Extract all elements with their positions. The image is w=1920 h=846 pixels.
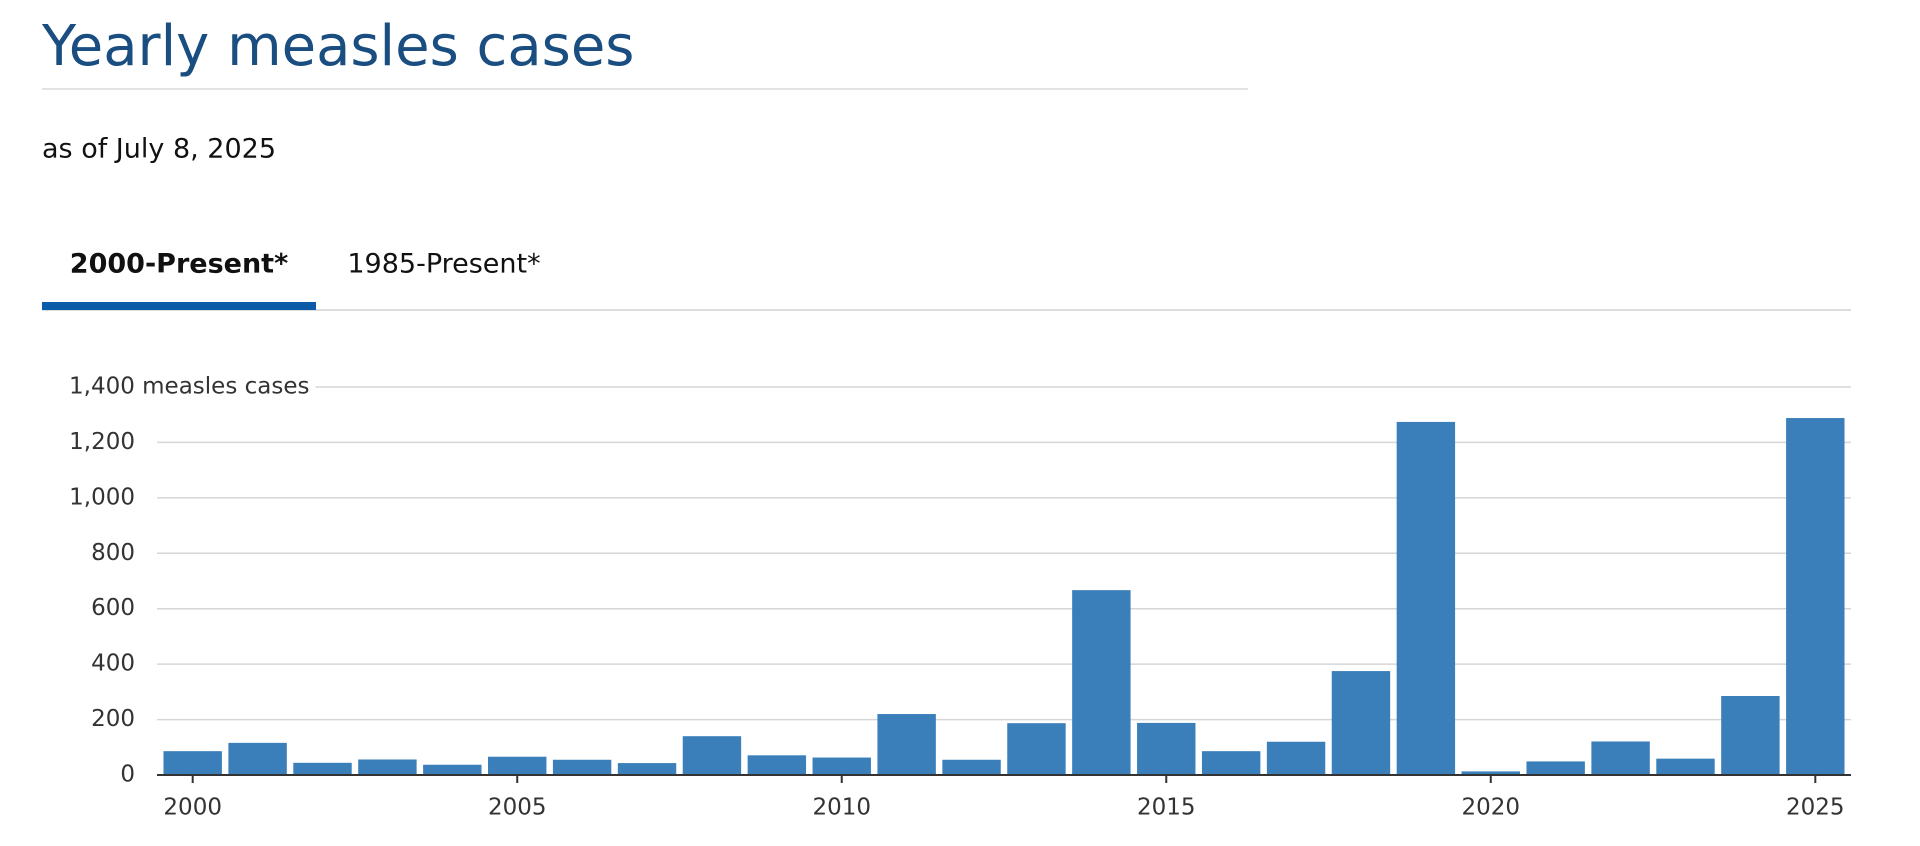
active-tab-indicator: [42, 302, 316, 310]
y-tick-label: 600: [91, 595, 135, 621]
tab[interactable]: 2000-Present*: [70, 249, 288, 280]
x-tick-label: 2005: [488, 795, 547, 821]
bar: [942, 759, 1001, 775]
bar: [812, 757, 871, 775]
bar: [1721, 696, 1780, 775]
bar: [1266, 741, 1326, 775]
x-tick-label: 2015: [1137, 795, 1196, 821]
y-tick-label: 0: [120, 762, 135, 788]
bar: [293, 762, 352, 775]
bar: [617, 763, 677, 775]
bar: [423, 764, 482, 775]
bar: [228, 742, 287, 775]
bar: [1591, 741, 1650, 775]
bar: [1007, 723, 1066, 775]
bar: [1461, 771, 1520, 775]
bar: [1656, 758, 1715, 775]
x-tick-label: 2010: [812, 795, 871, 821]
bar: [358, 759, 417, 775]
page-title: Yearly measles cases: [41, 14, 634, 79]
bar: [1786, 418, 1845, 775]
bar: [163, 751, 222, 775]
bar: [877, 714, 936, 775]
bar: [1137, 722, 1196, 775]
bar: [1331, 671, 1391, 775]
y-tick-label: 800: [91, 540, 135, 566]
tab[interactable]: 1985-Present*: [347, 249, 540, 280]
x-tick-label: 2020: [1462, 795, 1521, 821]
y-tick-label: 1,400 measles cases: [69, 374, 309, 400]
y-tick-label: 1,000: [69, 484, 135, 510]
bar: [1072, 590, 1131, 775]
y-tick-label: 200: [91, 706, 135, 732]
bar: [552, 759, 612, 775]
bar: [1526, 761, 1585, 775]
x-tick-label: 2000: [163, 795, 222, 821]
y-tick-label: 400: [91, 651, 135, 677]
bar: [488, 756, 547, 775]
y-tick-label: 1,200: [69, 429, 135, 455]
bar: [682, 736, 742, 775]
bar: [747, 755, 807, 775]
bar: [1201, 751, 1261, 775]
subtitle: as of July 8, 2025: [42, 134, 276, 165]
bar: [1396, 421, 1456, 775]
x-tick-label: 2025: [1786, 795, 1845, 821]
